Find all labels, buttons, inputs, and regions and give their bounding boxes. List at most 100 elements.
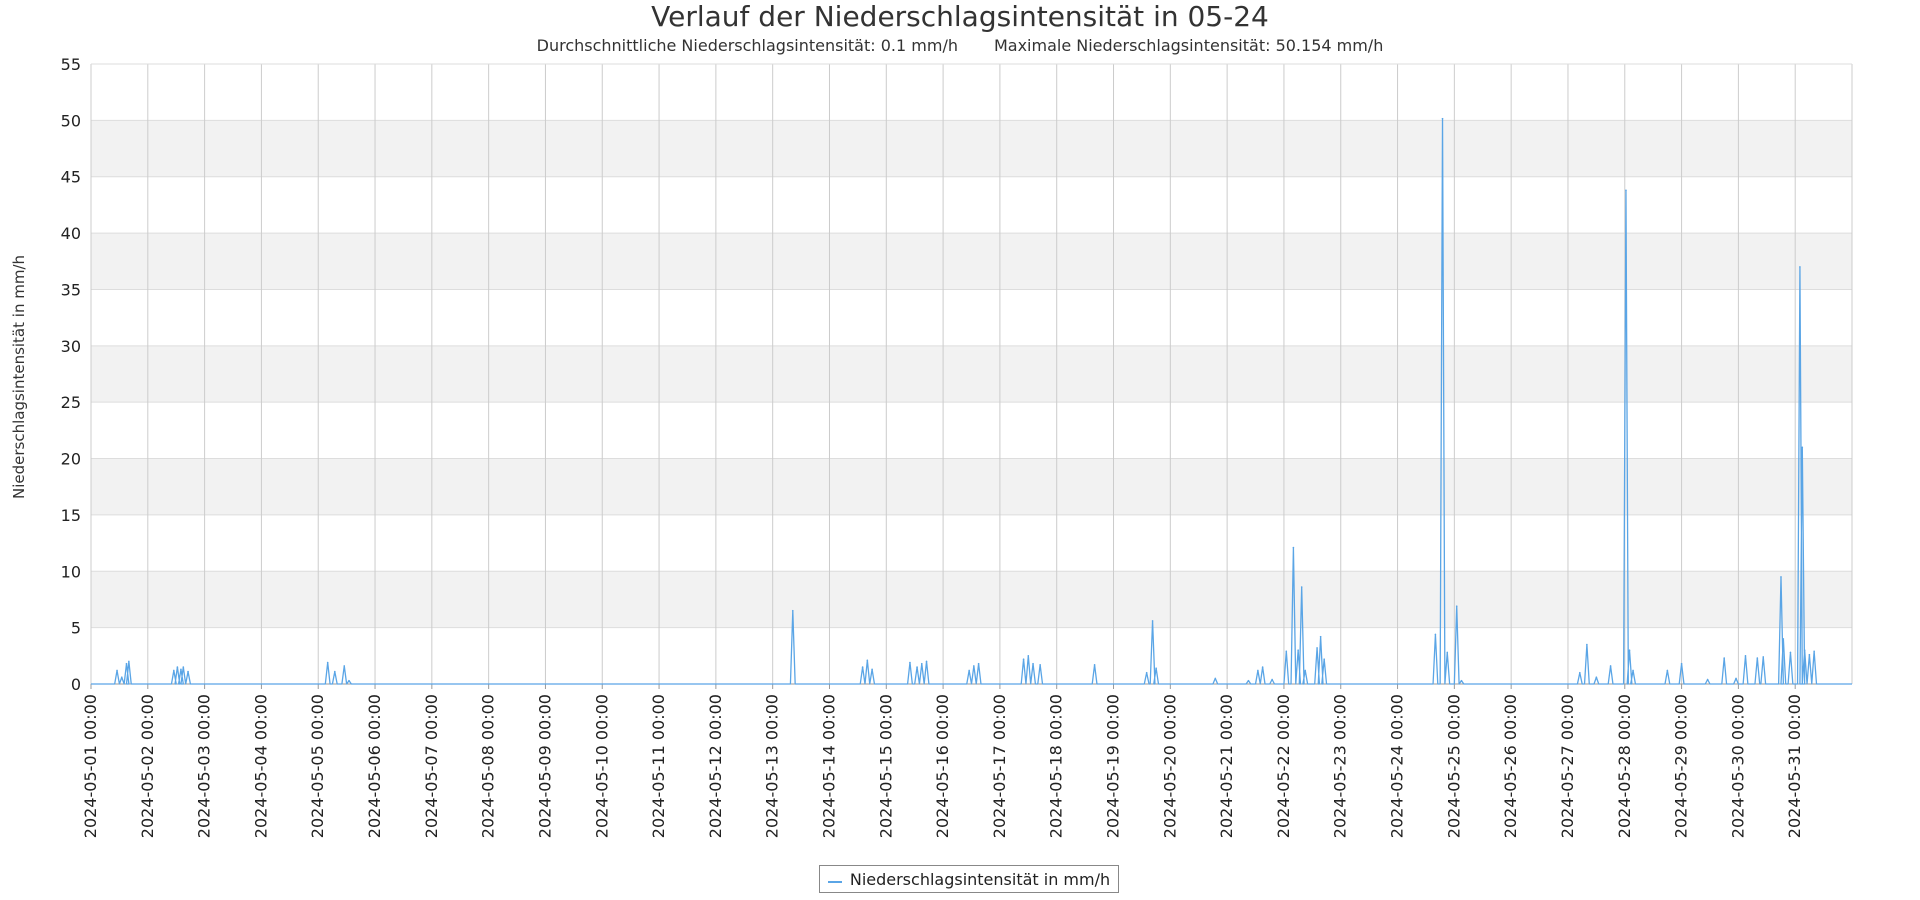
data-point (916, 666, 918, 668)
legend-swatch-icon (827, 881, 842, 883)
data-point (1789, 651, 1792, 654)
data-point (1441, 117, 1444, 120)
data-point (1022, 658, 1025, 660)
data-point (326, 661, 329, 664)
data-point (1285, 650, 1288, 653)
legend[interactable]: Niederschlagsintensität in mm/h (819, 865, 1119, 893)
data-point (968, 669, 970, 672)
data-point (125, 662, 128, 665)
x-tick-label: 2024-05-25 00:00 (1444, 694, 1463, 838)
data-point (1032, 662, 1034, 665)
data-point (1579, 671, 1581, 674)
series-group (91, 117, 1852, 685)
plot-band (91, 458, 1852, 515)
data-point (1625, 189, 1627, 192)
data-point (1027, 655, 1030, 657)
data-point (1632, 669, 1634, 672)
x-tick-label: 2024-05-11 00:00 (649, 694, 668, 838)
x-tick-label: 2024-05-16 00:00 (933, 694, 952, 838)
y-tick-label: 40 (61, 224, 81, 243)
data-point (128, 660, 130, 663)
plot-band (91, 345, 1852, 403)
x-tick-label: 2024-05-21 00:00 (1217, 694, 1236, 838)
data-point (861, 666, 864, 668)
x-tick-label: 2024-05-06 00:00 (365, 694, 384, 838)
data-point (1586, 643, 1588, 646)
plot-bands (91, 64, 1852, 684)
data-point (1261, 666, 1264, 668)
x-tick-label: 2024-05-10 00:00 (592, 694, 611, 838)
data-point (173, 669, 175, 672)
data-point (1455, 605, 1458, 608)
data-point (1323, 658, 1325, 660)
data-point (871, 668, 873, 671)
data-point (187, 670, 189, 673)
data-point (1808, 653, 1811, 656)
data-point (977, 662, 980, 665)
data-point (1680, 662, 1683, 665)
y-axis-label: Niederschlagsintensität in mm/h (10, 255, 28, 499)
data-point (1735, 677, 1737, 680)
y-tick-label: 25 (61, 393, 81, 412)
data-point (925, 660, 928, 663)
x-tick-label: 2024-05-22 00:00 (1274, 694, 1293, 838)
y-tick-label: 5 (71, 619, 81, 638)
y-tick-label: 45 (61, 168, 81, 187)
chart-subtitle: Durchschnittliche Niederschlagsintensitä… (0, 36, 1920, 55)
legend-label: Niederschlagsintensität in mm/h (849, 869, 1111, 889)
data-point (1756, 657, 1759, 659)
x-tick-label: 2024-05-13 00:00 (763, 694, 782, 838)
y-tick-label: 0 (71, 675, 81, 694)
data-point (1257, 669, 1259, 672)
y-tick-label: 30 (61, 337, 81, 356)
data-point (1155, 667, 1157, 670)
data-point (1316, 647, 1318, 649)
x-tick-label: 2024-05-20 00:00 (1160, 694, 1179, 838)
data-point (348, 679, 350, 682)
data-point (1666, 669, 1669, 672)
data-point (909, 661, 911, 664)
data-point (1151, 620, 1154, 622)
data-point (1214, 677, 1217, 680)
data-point (116, 669, 118, 672)
chart-title: Verlauf der Niederschlagsintensität in 0… (651, 0, 1269, 33)
data-point (333, 670, 336, 673)
x-tick-label: 2024-05-09 00:00 (535, 694, 554, 838)
data-point (1801, 446, 1804, 449)
data-point (1803, 649, 1806, 651)
gridlines (90, 63, 1853, 685)
data-point (1723, 657, 1725, 659)
x-tick-label: 2024-05-12 00:00 (706, 694, 725, 838)
data-point (1628, 649, 1631, 651)
y-tick-label: 10 (61, 562, 81, 581)
data-point (120, 676, 123, 679)
data-point (1304, 669, 1307, 672)
data-point (1782, 638, 1785, 640)
subtitle-average: Durchschnittliche Niederschlagsintensitä… (536, 36, 958, 55)
data-point (1813, 650, 1815, 653)
data-point (920, 662, 923, 665)
x-tick-label: 2024-05-28 00:00 (1615, 694, 1634, 838)
data-point (1145, 671, 1148, 674)
subtitle-maximum: Maximale Niederschlagsintensität: 50.154… (993, 36, 1384, 55)
data-point (1744, 655, 1747, 657)
x-tick-label: 2024-05-27 00:00 (1558, 694, 1577, 838)
x-tick-label: 2024-05-31 00:00 (1785, 694, 1804, 838)
x-tick-label: 2024-05-29 00:00 (1672, 694, 1691, 838)
y-tick-label: 55 (61, 55, 81, 74)
y-tick-label: 50 (61, 111, 81, 130)
y-tick-label: 15 (61, 506, 81, 525)
data-point (1446, 651, 1449, 654)
data-point (1247, 679, 1250, 682)
data-point (973, 665, 975, 667)
plot-band (91, 120, 1852, 177)
y-axis-ticks: 0 5 10 15 20 25 30 35 40 45 50 55 (61, 55, 81, 694)
x-tick-label: 2024-05-30 00:00 (1728, 694, 1747, 838)
x-tick-label: 2024-05-24 00:00 (1388, 694, 1407, 838)
x-tick-label: 2024-05-01 00:00 (81, 694, 100, 838)
series-line (91, 118, 1852, 685)
x-tick-label: 2024-05-19 00:00 (1104, 694, 1123, 838)
x-tick-label: 2024-05-18 00:00 (1047, 694, 1066, 838)
data-point (180, 668, 182, 671)
data-point (182, 666, 185, 668)
